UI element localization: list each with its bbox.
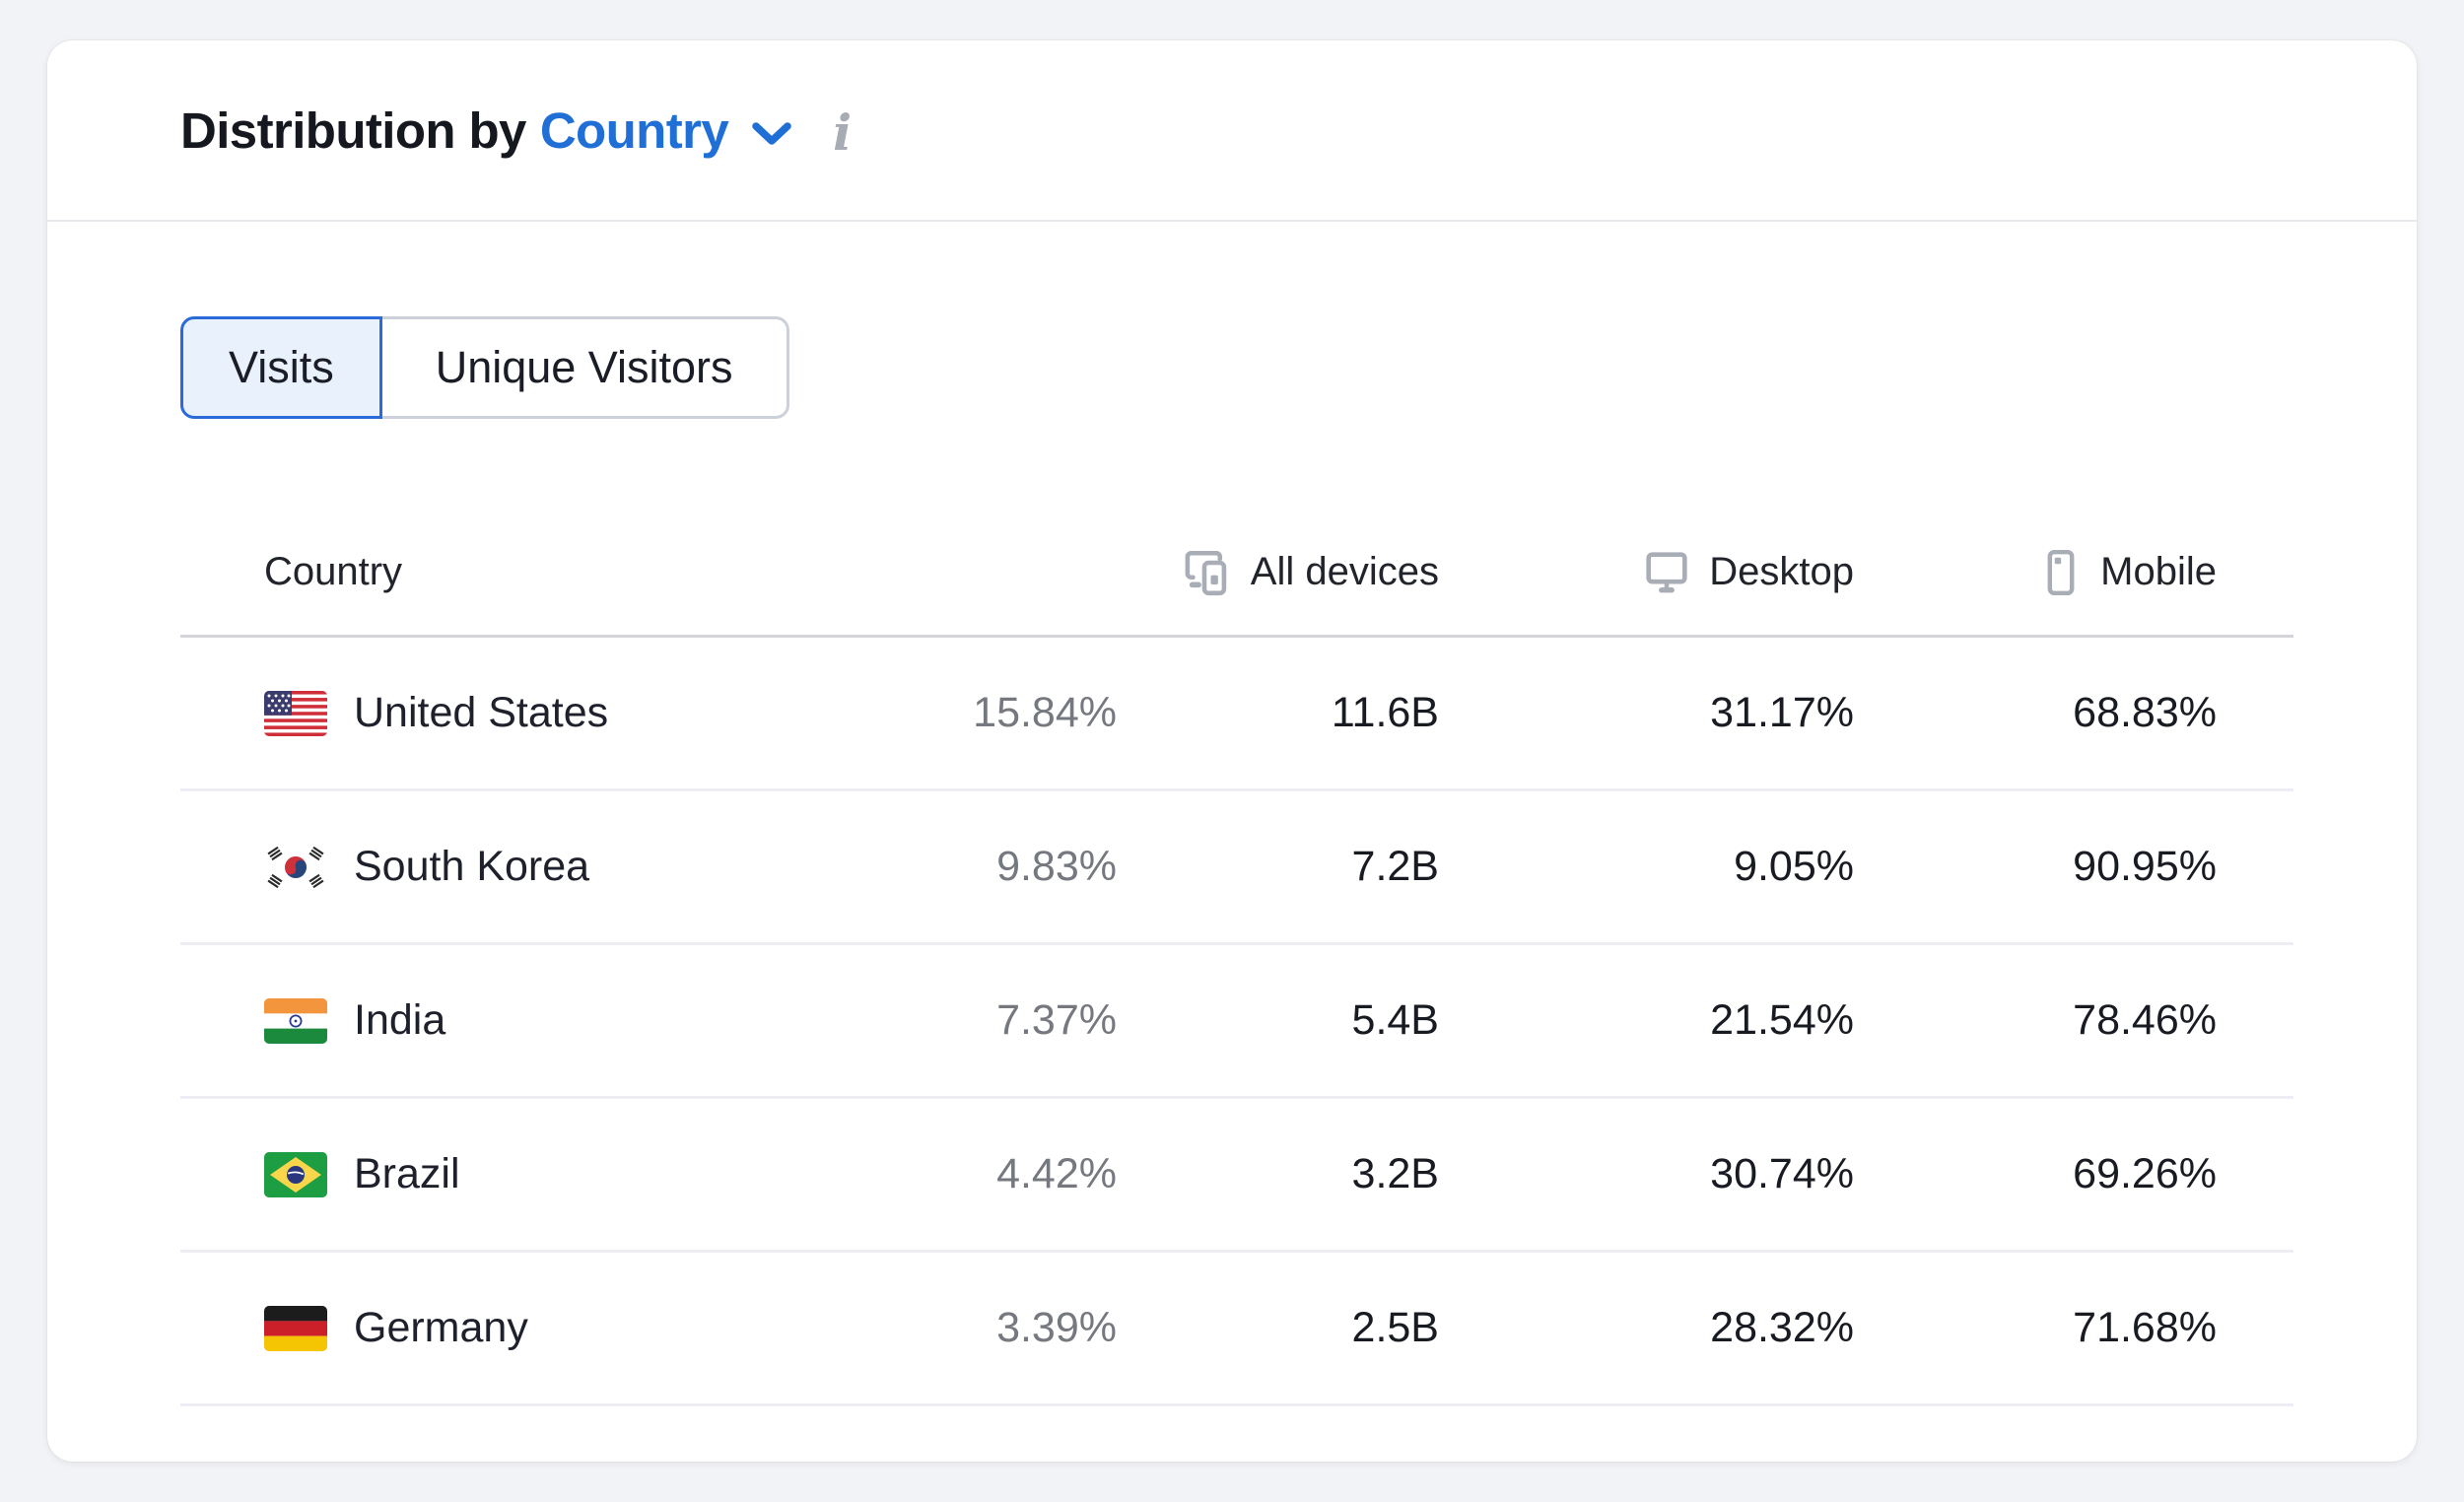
desktop-value: 30.74% bbox=[1710, 1150, 1854, 1197]
table-row-germany: Germany 3.39% 2.5B 28.32% 71.68% bbox=[180, 1253, 2293, 1406]
share-value: 9.83% bbox=[996, 843, 1117, 890]
table-row-south-korea: South Korea 9.83% 7.2B 9.05% 90.95% bbox=[180, 791, 2293, 945]
all-devices-value: 2.5B bbox=[1351, 1304, 1439, 1351]
all-devices-value: 11.6B bbox=[1331, 689, 1439, 736]
desktop-value: 31.17% bbox=[1710, 689, 1854, 736]
flag-br-icon bbox=[264, 1151, 327, 1197]
dimension-dropdown[interactable]: Country bbox=[540, 102, 793, 160]
chevron-down-icon bbox=[752, 122, 791, 145]
country-name: South Korea bbox=[354, 843, 590, 890]
all-devices-value: 7.2B bbox=[1351, 843, 1439, 890]
country-name: India bbox=[354, 996, 446, 1044]
distribution-card: Distribution by Country i Visits Unique … bbox=[47, 40, 2417, 1462]
toggle-unique-visitors-button[interactable]: Unique Visitors bbox=[378, 316, 789, 419]
card-header: Distribution by Country i bbox=[47, 40, 2417, 222]
devices-icon bbox=[1185, 550, 1226, 595]
mobile-value: 78.46% bbox=[2073, 996, 2217, 1044]
card-title: Distribution by bbox=[180, 102, 526, 159]
flag-kr-icon bbox=[264, 844, 327, 890]
column-header-mobile-label: Mobile bbox=[2100, 550, 2217, 593]
column-header-all-devices: All devices bbox=[801, 547, 1439, 598]
share-value: 15.84% bbox=[973, 689, 1117, 736]
mobile-value: 90.95% bbox=[2073, 843, 2217, 890]
share-value: 4.42% bbox=[996, 1150, 1117, 1197]
toggle-visits-button[interactable]: Visits bbox=[180, 316, 382, 419]
column-header-desktop-label: Desktop bbox=[1709, 550, 1854, 593]
flag-de-icon bbox=[264, 1305, 327, 1351]
all-devices-value: 3.2B bbox=[1351, 1150, 1439, 1197]
desktop-value: 21.54% bbox=[1710, 996, 1854, 1044]
dimension-dropdown-label: Country bbox=[539, 102, 729, 159]
mobile-value: 69.26% bbox=[2073, 1150, 2217, 1197]
share-value: 7.37% bbox=[996, 996, 1117, 1044]
flag-us-icon bbox=[264, 690, 327, 736]
column-header-mobile: Mobile bbox=[1854, 547, 2217, 598]
toggle-visits-label: Visits bbox=[229, 342, 334, 392]
mobile-value: 71.68% bbox=[2073, 1304, 2217, 1351]
table-header-row: Country All devices Desktop bbox=[180, 510, 2293, 638]
share-value: 3.39% bbox=[996, 1304, 1117, 1351]
desktop-value: 28.32% bbox=[1710, 1304, 1854, 1351]
column-header-desktop: Desktop bbox=[1439, 547, 1854, 598]
desktop-monitor-icon bbox=[1646, 551, 1687, 592]
toggle-unique-visitors-label: Unique Visitors bbox=[435, 342, 733, 392]
mobile-value: 68.83% bbox=[2073, 689, 2217, 736]
mobile-phone-icon bbox=[2047, 549, 2075, 595]
info-icon[interactable]: i bbox=[833, 103, 853, 162]
metric-toggle: Visits Unique Visitors bbox=[180, 316, 789, 419]
country-name: Brazil bbox=[354, 1150, 460, 1197]
country-name: Germany bbox=[354, 1304, 528, 1351]
country-distribution-table: Country All devices Desktop bbox=[180, 510, 2293, 1406]
all-devices-value: 5.4B bbox=[1351, 996, 1439, 1044]
table-row-brazil: Brazil 4.42% 3.2B 30.74% 69.26% bbox=[180, 1099, 2293, 1253]
table-row-united-states: United States 15.84% 11.6B 31.17% 68.83% bbox=[180, 638, 2293, 791]
table-row-india: India 7.37% 5.4B 21.54% 78.46% bbox=[180, 945, 2293, 1099]
desktop-value: 9.05% bbox=[1734, 843, 1854, 890]
country-name: United States bbox=[354, 689, 609, 736]
column-header-all-devices-label: All devices bbox=[1250, 550, 1439, 593]
column-header-country: Country bbox=[264, 550, 403, 593]
flag-in-icon bbox=[264, 997, 327, 1044]
